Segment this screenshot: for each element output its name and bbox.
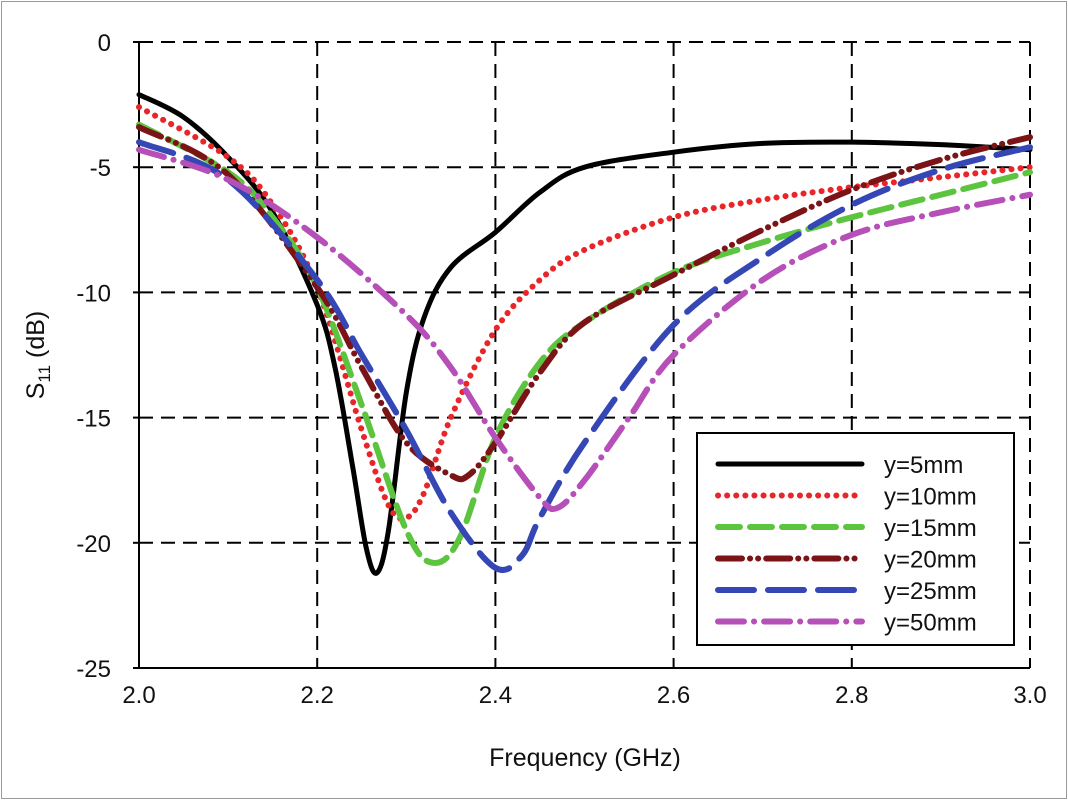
y-axis-label: S11 (dB) — [22, 311, 54, 400]
x-tick-label: 2.0 — [122, 682, 155, 709]
y-tick-label: -15 — [76, 406, 111, 433]
legend-label: y=50mm — [884, 610, 977, 637]
legend-box — [696, 432, 1015, 646]
tick-labels: 2.0 2.2 2.4 2.6 2.8 3.0 0 -5 -10 -15 -20 -25 — [76, 30, 1046, 709]
series-line-y15mm — [136, 121, 1033, 566]
y-tick-label: -5 — [90, 155, 111, 182]
legend-label: y=5mm — [884, 452, 963, 479]
series-lines — [136, 92, 1033, 576]
y-tick-label: -20 — [76, 531, 111, 558]
y-tick-label: -10 — [76, 280, 111, 307]
legend-label: y=10mm — [884, 484, 977, 511]
x-tick-label: 2.8 — [835, 682, 868, 709]
legend-label: y=25mm — [884, 578, 977, 605]
series-line-y25mm — [136, 139, 1033, 574]
series-line-y20mm — [136, 124, 1033, 483]
series-line-y50mm — [136, 146, 1033, 513]
legend-label: y=20mm — [884, 547, 977, 574]
legend-label: y=15mm — [884, 515, 977, 542]
y-tick-label: 0 — [98, 30, 111, 57]
x-tick-label: 2.6 — [657, 682, 690, 709]
series-line-y10mm — [136, 104, 1033, 522]
x-tick-label: 2.2 — [301, 682, 334, 709]
x-tick-label: 2.4 — [479, 682, 512, 709]
x-tick-label: 3.0 — [1013, 682, 1046, 709]
x-axis-label: Frequency (GHz) — [489, 744, 681, 772]
legend: y=5mm y=10mm y=15mm y=20mm y=25mm y=50mm — [696, 432, 1015, 646]
y-tick-label: -25 — [76, 656, 111, 683]
